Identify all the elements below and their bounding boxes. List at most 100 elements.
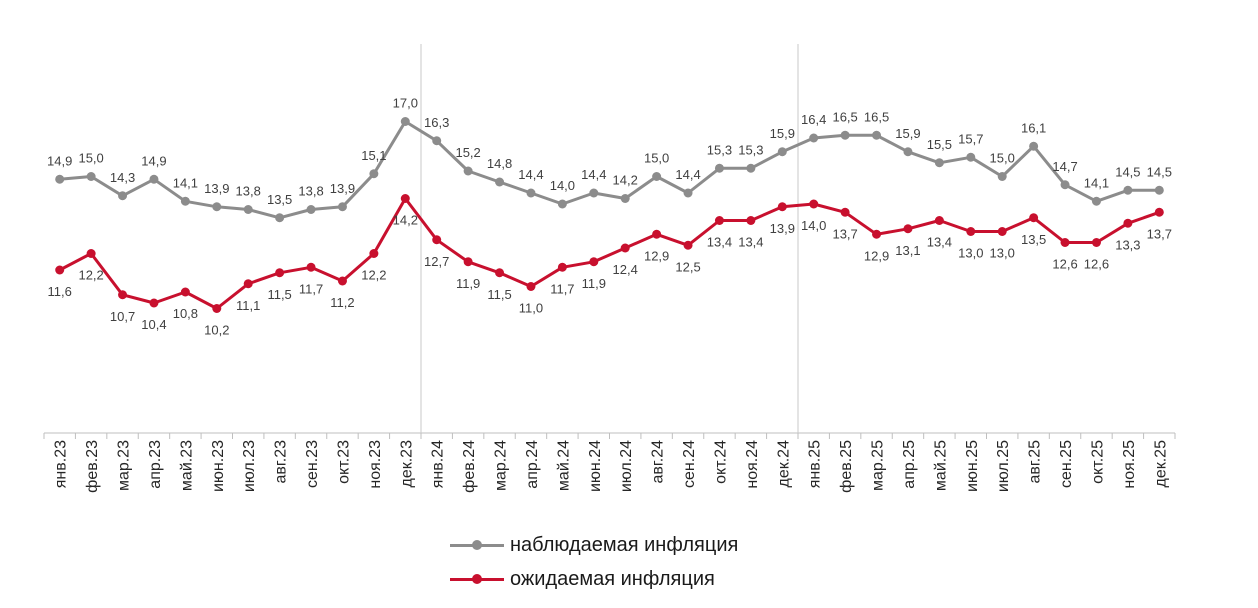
x-tick-label: май.24 — [555, 440, 572, 491]
expected-point — [369, 249, 379, 258]
expected-data-label: 13,4 — [707, 235, 732, 250]
expected-point — [777, 202, 787, 212]
observed-point — [903, 147, 913, 157]
observed-point — [872, 130, 882, 140]
expected-line — [59, 197, 1160, 310]
x-tick-label: дек.25 — [1152, 440, 1169, 488]
x-tick-label: апр.25 — [901, 440, 918, 489]
observed-data-label: 15,5 — [927, 137, 952, 152]
expected-point — [809, 199, 819, 209]
expected-point — [118, 290, 128, 300]
observed-data-label: 15,9 — [895, 126, 920, 141]
expected-data-label: 11,2 — [330, 295, 354, 310]
expected-data-label: 12,5 — [675, 259, 700, 274]
expected-point — [746, 216, 756, 225]
observed-data-label: 14,4 — [581, 167, 606, 182]
x-tick-label: авг.25 — [1027, 440, 1044, 484]
expected-point — [997, 227, 1007, 236]
observed-point — [495, 177, 505, 187]
legend-item-expected: ожидаемая инфляция — [450, 562, 738, 596]
observed-data-label: 14,9 — [141, 153, 166, 168]
expected-point — [306, 262, 316, 272]
observed-point — [557, 199, 567, 209]
expected-data-label: 11,1 — [236, 298, 260, 313]
observed-data-label: 14,8 — [487, 156, 512, 171]
x-tick-label: фев.23 — [84, 440, 101, 493]
expected-data-label: 13,0 — [958, 246, 983, 261]
expected-data-label: 11,5 — [267, 287, 291, 302]
x-tick-label: дек.24 — [775, 440, 792, 488]
observed-point — [275, 213, 285, 223]
expected-point — [400, 194, 410, 203]
observed-data-label: 15,0 — [644, 151, 669, 166]
expected-point — [275, 268, 285, 278]
expected-data-label: 10,4 — [141, 317, 166, 332]
expected-point — [557, 262, 567, 272]
observed-data-label: 16,3 — [424, 115, 449, 130]
x-tick-label: май.23 — [178, 440, 195, 491]
observed-data-label: 13,9 — [330, 181, 355, 196]
observed-data-label: 14,5 — [1147, 164, 1172, 179]
expected-data-label: 11,7 — [299, 281, 323, 296]
legend-swatch-observed — [450, 536, 504, 554]
observed-data-label: 14,3 — [110, 170, 135, 185]
expected-data-label: 11,9 — [456, 276, 480, 291]
x-tick-label: июл.23 — [241, 440, 258, 492]
legend-label-expected: ожидаемая инфляция — [510, 567, 715, 590]
x-tick-label: авг.23 — [273, 440, 290, 484]
expected-data-label: 12,9 — [644, 248, 669, 263]
observed-data-label: 14,2 — [613, 173, 638, 188]
expected-point — [337, 276, 347, 286]
x-tick-label: окт.23 — [335, 440, 352, 484]
observed-point — [652, 172, 662, 181]
x-tick-label: дек.23 — [398, 440, 415, 488]
expected-point — [212, 304, 222, 313]
observed-point — [714, 163, 724, 173]
x-tick-label: авг.24 — [650, 440, 667, 484]
data-labels: 14,9 15,0 14,3 14,9 14,1 13,9 13,8 13,5 13,8 13,9… — [47, 96, 1172, 338]
expected-data-label: 11,5 — [487, 287, 511, 302]
expected-point — [1154, 207, 1164, 217]
expected-point — [526, 282, 536, 291]
expected-point — [966, 227, 976, 236]
expected-data-label: 12,6 — [1052, 257, 1077, 272]
observed-point — [180, 196, 190, 206]
x-tick-label: окт.24 — [712, 440, 729, 484]
legend: наблюдаемая инфляция ожидаемая инфляция — [450, 528, 738, 596]
observed-data-label: 15,1 — [361, 148, 386, 163]
x-tick-label: апр.23 — [147, 440, 164, 489]
expected-data-label: 13,7 — [832, 226, 857, 241]
legend-item-observed: наблюдаемая инфляция — [450, 528, 738, 562]
x-tick-label: сен.25 — [1058, 440, 1075, 488]
expected-point — [903, 224, 913, 234]
expected-point — [86, 249, 96, 258]
observed-data-label: 17,0 — [393, 96, 418, 111]
expected-point — [432, 235, 442, 245]
observed-data-label: 13,8 — [236, 184, 261, 199]
observed-point — [337, 202, 347, 212]
expected-data-label: 14,0 — [801, 218, 826, 233]
observed-data-label: 15,7 — [958, 131, 983, 146]
expected-data-label: 12,6 — [1084, 257, 1109, 272]
x-tick-label: мар.24 — [493, 440, 510, 491]
expected-data-label: 10,7 — [110, 309, 135, 324]
x-tick-label: июн.24 — [587, 440, 604, 492]
x-tick-label: фев.25 — [838, 440, 855, 493]
observed-data-label: 15,0 — [78, 151, 103, 166]
observed-data-label: 14,4 — [518, 167, 543, 182]
observed-point — [306, 205, 316, 214]
observed-point — [243, 205, 253, 214]
observed-point — [997, 172, 1007, 181]
x-tick-label: июн.25 — [964, 440, 981, 492]
expected-point — [652, 229, 662, 239]
expected-point — [872, 229, 882, 239]
expected-data-label: 10,8 — [173, 306, 198, 321]
expected-point — [463, 257, 473, 267]
x-tick-labels: янв.23 фев.23 мар.23 апр.23 май.23 июн.23 июл.… — [53, 440, 1170, 493]
expected-point — [180, 287, 190, 297]
expected-data-label: 13,4 — [738, 235, 763, 250]
observed-point — [620, 194, 630, 203]
observed-point — [840, 130, 850, 140]
expected-point — [714, 216, 724, 225]
x-tick-label: мар.23 — [116, 440, 133, 491]
